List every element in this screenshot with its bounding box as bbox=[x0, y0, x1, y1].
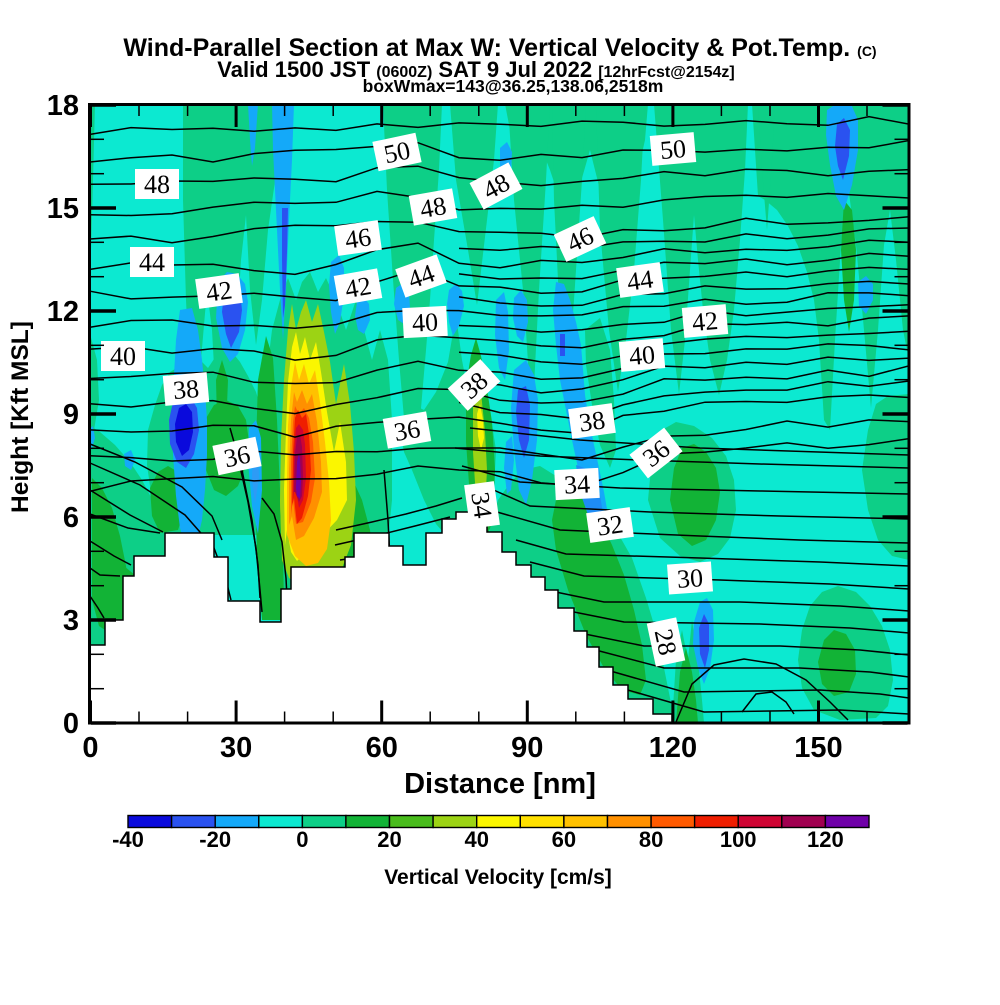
svg-text:90: 90 bbox=[511, 732, 543, 764]
svg-text:32: 32 bbox=[595, 509, 625, 541]
svg-text:20: 20 bbox=[377, 827, 401, 852]
svg-text:120: 120 bbox=[807, 827, 844, 852]
svg-text:38: 38 bbox=[577, 405, 607, 437]
svg-text:42: 42 bbox=[204, 275, 234, 307]
svg-text:0: 0 bbox=[82, 732, 98, 764]
svg-text:boxWmax=143@36.25,138.06,2518m: boxWmax=143@36.25,138.06,2518m bbox=[363, 76, 664, 96]
svg-text:120: 120 bbox=[649, 732, 697, 764]
svg-text:40: 40 bbox=[411, 307, 438, 337]
svg-text:18: 18 bbox=[47, 90, 79, 122]
svg-text:40: 40 bbox=[110, 342, 136, 371]
svg-text:34: 34 bbox=[465, 490, 497, 520]
svg-text:0: 0 bbox=[63, 708, 79, 740]
svg-text:3: 3 bbox=[63, 605, 79, 637]
svg-text:44: 44 bbox=[139, 248, 165, 277]
svg-text:50: 50 bbox=[659, 134, 687, 165]
svg-text:80: 80 bbox=[639, 827, 663, 852]
svg-text:40: 40 bbox=[464, 827, 488, 852]
svg-text:48: 48 bbox=[418, 191, 449, 224]
svg-text:30: 30 bbox=[220, 732, 252, 764]
svg-text:60: 60 bbox=[552, 827, 576, 852]
svg-text:6: 6 bbox=[63, 502, 79, 534]
svg-text:44: 44 bbox=[625, 264, 655, 296]
svg-text:40: 40 bbox=[628, 340, 656, 371]
svg-text:-20: -20 bbox=[199, 827, 231, 852]
svg-text:30: 30 bbox=[676, 563, 704, 594]
svg-text:36: 36 bbox=[221, 440, 252, 474]
svg-text:0: 0 bbox=[296, 827, 308, 852]
svg-text:60: 60 bbox=[366, 732, 398, 764]
svg-text:42: 42 bbox=[343, 271, 374, 304]
svg-text:150: 150 bbox=[794, 732, 842, 764]
svg-text:50: 50 bbox=[381, 136, 412, 170]
svg-text:38: 38 bbox=[172, 374, 200, 405]
svg-text:28: 28 bbox=[649, 626, 683, 657]
svg-text:15: 15 bbox=[47, 193, 79, 225]
svg-text:48: 48 bbox=[144, 170, 170, 199]
svg-text:Vertical Velocity [cm/s]: Vertical Velocity [cm/s] bbox=[384, 866, 612, 889]
svg-text:42: 42 bbox=[691, 306, 719, 337]
svg-text:36: 36 bbox=[392, 414, 423, 447]
svg-text:46: 46 bbox=[343, 222, 373, 254]
svg-text:100: 100 bbox=[720, 827, 757, 852]
svg-text:Wind-Parallel Section at Max W: Wind-Parallel Section at Max W: Vertical… bbox=[123, 34, 876, 62]
svg-text:9: 9 bbox=[63, 399, 79, 431]
svg-text:Height [Kft MSL]: Height [Kft MSL] bbox=[7, 321, 34, 513]
svg-text:12: 12 bbox=[47, 296, 79, 328]
svg-text:-40: -40 bbox=[112, 827, 144, 852]
svg-text:Distance [nm]: Distance [nm] bbox=[404, 768, 596, 800]
svg-text:34: 34 bbox=[563, 469, 590, 499]
